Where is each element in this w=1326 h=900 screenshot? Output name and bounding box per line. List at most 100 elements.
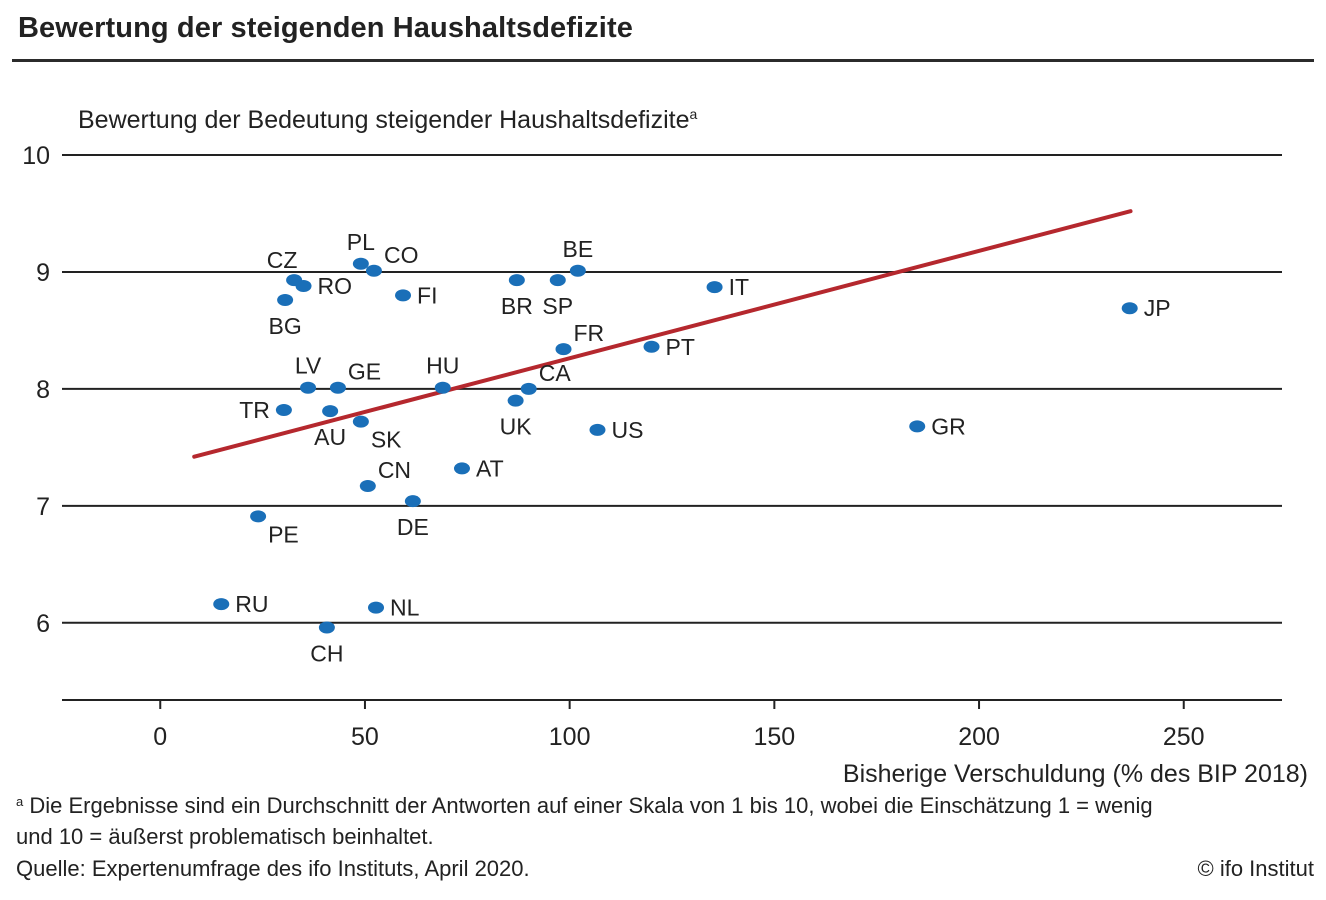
point-marker <box>589 423 606 436</box>
data-point-lv: LV <box>295 353 322 394</box>
data-point-be: BE <box>562 236 593 277</box>
point-marker <box>507 394 524 407</box>
x-axis <box>62 699 1282 709</box>
y-tick-labels: 6 7 8 9 10 <box>22 142 50 638</box>
footnote-line-1: a Die Ergebnisse sind ein Durchschnitt d… <box>16 793 1153 819</box>
data-point-br: BR <box>501 274 533 319</box>
x-tick-label: 100 <box>549 723 591 751</box>
point-label: FR <box>574 320 605 346</box>
point-marker <box>404 495 421 508</box>
point-label: RO <box>318 273 353 299</box>
data-point-uk: UK <box>500 394 533 440</box>
point-label: SP <box>542 293 573 319</box>
point-label: BR <box>501 293 533 319</box>
point-marker <box>1121 302 1138 315</box>
data-point-ge: GE <box>329 359 381 394</box>
y-axis-label-superscript: a <box>690 106 698 122</box>
point-label: PL <box>347 229 375 255</box>
y-tick-label: 10 <box>22 142 50 170</box>
point-marker <box>706 281 723 294</box>
data-point-us: US <box>589 417 643 443</box>
y-tick-label: 6 <box>36 610 50 638</box>
y-tick-label: 7 <box>36 493 50 521</box>
title-divider <box>12 59 1314 62</box>
point-marker <box>213 598 230 611</box>
data-point-pe: PE <box>250 510 299 547</box>
data-point-tr: TR <box>239 397 292 423</box>
footnote-text-1: Die Ergebnisse sind ein Durchschnitt der… <box>23 793 1153 818</box>
data-point-ro: RO <box>295 273 353 299</box>
point-label: TR <box>239 397 270 423</box>
point-label: NL <box>390 595 420 621</box>
point-marker <box>318 621 335 634</box>
data-point-fi: FI <box>395 282 437 308</box>
data-point-co: CO <box>365 242 419 277</box>
point-marker <box>250 510 267 523</box>
x-tick-labels: 0 50 100 150 200 250 <box>153 723 1204 751</box>
data-point-cn: CN <box>359 457 411 492</box>
point-label: IT <box>729 274 749 300</box>
x-tick-label: 50 <box>351 723 379 751</box>
data-point-fr: FR <box>555 320 605 356</box>
data-point-gr: GR <box>909 413 966 439</box>
point-marker <box>368 601 385 614</box>
point-label: GE <box>348 359 381 385</box>
point-label: AT <box>476 455 504 481</box>
point-label: BE <box>562 236 593 262</box>
y-axis-label-text: Bewertung der Bedeutung steigender Haush… <box>78 106 690 134</box>
point-label: BG <box>269 313 302 339</box>
x-tick-label: 200 <box>958 723 1000 751</box>
point-marker <box>277 294 294 307</box>
point-label: CO <box>384 242 419 268</box>
point-marker <box>300 381 317 394</box>
data-point-ca: CA <box>520 360 572 395</box>
data-point-pt: PT <box>643 334 695 360</box>
point-label: GR <box>931 413 966 439</box>
point-marker <box>352 257 369 270</box>
data-point-sk: SK <box>352 415 402 453</box>
data-point-hu: HU <box>426 353 459 394</box>
data-point-sp: SP <box>542 274 573 319</box>
point-label: CZ <box>267 247 298 273</box>
footnote-line-2: und 10 = äußerst problematisch beinhalte… <box>16 824 434 849</box>
point-marker <box>322 405 339 418</box>
data-point-jp: JP <box>1121 295 1171 321</box>
point-marker <box>295 279 312 292</box>
source-note: Quelle: Expertenumfrage des ifo Institut… <box>16 856 530 881</box>
y-tick-label: 8 <box>36 376 50 404</box>
copyright: © ifo Institut <box>1197 856 1314 881</box>
point-marker <box>909 420 926 433</box>
data-point-de: DE <box>397 495 429 540</box>
point-marker <box>453 462 470 475</box>
point-label: AU <box>314 424 346 450</box>
point-label: PT <box>666 334 695 360</box>
point-marker <box>359 479 376 492</box>
point-label: FI <box>417 282 437 308</box>
x-tick-label: 150 <box>753 723 795 751</box>
trendline <box>192 209 1133 459</box>
point-label: HU <box>426 353 459 379</box>
x-tick-label: 0 <box>153 723 167 751</box>
point-label: CA <box>539 360 572 386</box>
data-point-au: AU <box>314 405 346 450</box>
data-point-ch: CH <box>310 621 343 666</box>
data-point-cz: CZ <box>267 247 303 287</box>
point-marker <box>352 415 369 428</box>
point-marker <box>365 264 382 277</box>
trendline-group <box>192 209 1133 459</box>
chart-title: Bewertung der steigenden Haushaltsdefizi… <box>18 12 633 44</box>
x-tick-label: 250 <box>1163 723 1205 751</box>
point-label: RU <box>235 591 268 617</box>
data-point-at: AT <box>453 455 504 481</box>
point-marker <box>434 381 451 394</box>
point-marker <box>275 403 292 416</box>
data-point-pl: PL <box>347 229 375 270</box>
point-label: UK <box>500 414 533 440</box>
point-marker <box>329 381 346 394</box>
data-point-ru: RU <box>213 591 268 617</box>
point-marker <box>508 274 525 287</box>
gridlines <box>62 154 1282 624</box>
x-axis-label: Bisherige Verschuldung (% des BIP 2018) <box>843 760 1308 788</box>
point-label: CH <box>310 640 343 666</box>
